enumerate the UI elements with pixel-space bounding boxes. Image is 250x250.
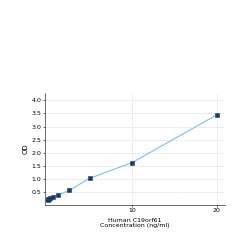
Y-axis label: OD: OD <box>23 144 29 154</box>
X-axis label: Human C19orf61
Concentration (ng/ml): Human C19orf61 Concentration (ng/ml) <box>100 218 170 228</box>
